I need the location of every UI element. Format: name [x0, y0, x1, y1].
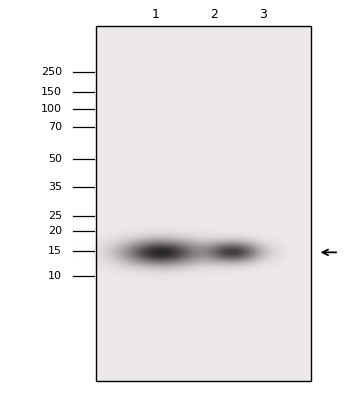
Text: 50: 50: [48, 154, 62, 164]
Text: 1: 1: [152, 8, 160, 20]
Bar: [96, 26, 311, 381]
Text: 70: 70: [48, 122, 62, 132]
Text: 20: 20: [48, 226, 62, 236]
Text: 15: 15: [48, 246, 62, 256]
Text: 250: 250: [41, 67, 62, 77]
Text: 25: 25: [48, 211, 62, 221]
Text: 10: 10: [48, 271, 62, 281]
Text: 150: 150: [41, 87, 62, 97]
Text: 2: 2: [210, 8, 218, 20]
Text: 100: 100: [41, 104, 62, 114]
Text: 35: 35: [48, 182, 62, 192]
Text: 3: 3: [260, 8, 267, 20]
